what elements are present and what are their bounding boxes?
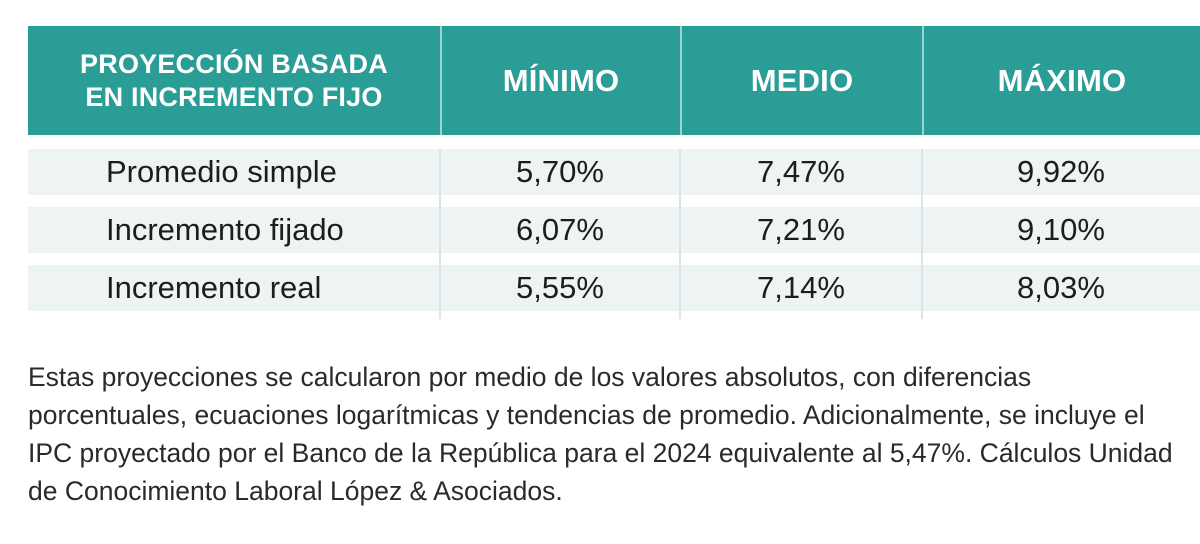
cell-med: 7,21% xyxy=(757,212,845,247)
table-row: Incremento real 5,55% 7,14% 8,03% xyxy=(28,265,1200,311)
cell-med: 7,47% xyxy=(757,154,845,189)
header-min: MÍNIMO xyxy=(440,26,680,135)
header-med: MEDIO xyxy=(680,26,922,135)
header-projection-title: PROYECCIÓN BASADA EN INCREMENTO FIJO xyxy=(28,26,440,135)
cell-med: 7,14% xyxy=(757,270,845,305)
row-label: Incremento fijado xyxy=(106,212,344,247)
cell-max: 9,92% xyxy=(1017,154,1105,189)
cell-min: 6,07% xyxy=(516,212,604,247)
table-body: Promedio simple 5,70% 7,47% 9,92% Increm… xyxy=(28,149,1200,319)
row-label: Promedio simple xyxy=(106,154,337,189)
header-title-line2: EN INCREMENTO FIJO xyxy=(85,81,383,112)
column-divider xyxy=(679,149,681,319)
table-row: Promedio simple 5,70% 7,47% 9,92% xyxy=(28,149,1200,195)
cell-min: 5,55% xyxy=(516,270,604,305)
table-row: Incremento fijado 6,07% 7,21% 9,10% xyxy=(28,207,1200,253)
cell-max: 8,03% xyxy=(1017,270,1105,305)
cell-max: 9,10% xyxy=(1017,212,1105,247)
row-label: Incremento real xyxy=(106,270,322,305)
footnote: Estas proyecciones se calcularon por med… xyxy=(28,362,1173,506)
header-max: MÁXIMO xyxy=(922,26,1200,135)
header-title-line1: PROYECCIÓN BASADA xyxy=(80,48,388,79)
column-divider xyxy=(921,149,923,319)
table-header: PROYECCIÓN BASADA EN INCREMENTO FIJO MÍN… xyxy=(28,26,1200,135)
cell-min: 5,70% xyxy=(516,154,604,189)
projection-table: PROYECCIÓN BASADA EN INCREMENTO FIJO MÍN… xyxy=(28,26,1200,319)
column-divider xyxy=(439,149,441,319)
